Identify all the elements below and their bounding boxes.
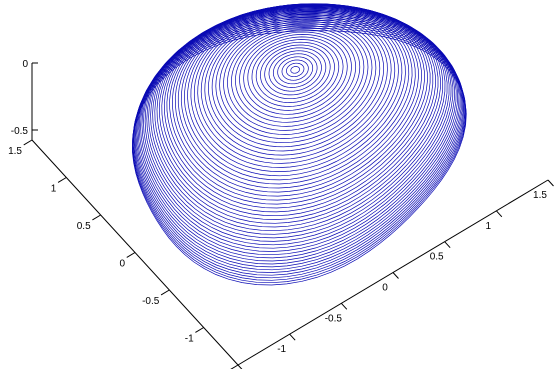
contour-level <box>264 47 327 96</box>
contour-level <box>144 6 452 242</box>
contour-level <box>290 66 300 74</box>
y-tick-mark <box>126 252 136 258</box>
x-tick-mark <box>340 302 348 310</box>
contour-level <box>187 7 406 177</box>
x-tick-label: 1.5 <box>533 190 547 201</box>
contour-level <box>281 59 309 81</box>
contour-lines <box>132 3 467 286</box>
y-tick-mark <box>160 289 170 296</box>
contour-level <box>132 21 466 276</box>
x-tick-mark <box>289 333 296 341</box>
contour-level <box>134 18 464 271</box>
contour-level <box>211 17 381 148</box>
contour-level <box>219 20 373 139</box>
y-tick-mark <box>57 177 67 183</box>
contour-level <box>243 34 348 115</box>
contour-level <box>132 30 467 286</box>
y-tick-mark <box>92 214 101 221</box>
y-tick-mark <box>195 327 204 333</box>
contour-level <box>193 10 399 168</box>
contour-level <box>190 8 403 172</box>
contour-level <box>134 16 463 268</box>
contour-level <box>215 19 377 144</box>
x-tick-label: -0.5 <box>325 313 343 324</box>
contour-level <box>140 9 457 252</box>
x-tick-label: 1 <box>486 221 492 232</box>
contour-level <box>150 4 446 232</box>
tick-labels: -1.5-1-0.500.511.5-1.5-1-0.500.511.5-0.5… <box>8 59 547 355</box>
contour-level <box>141 8 455 249</box>
contour-level <box>272 53 318 88</box>
y-tick-label: 0.5 <box>77 221 91 232</box>
y-tick-label: -0.5 <box>142 296 160 307</box>
x-tick-label: 0.5 <box>430 252 444 263</box>
contour-level <box>132 28 467 284</box>
contour-level <box>184 6 410 181</box>
contour-level <box>200 12 392 160</box>
contour-level <box>133 20 465 273</box>
x-tick-mark <box>444 241 451 249</box>
contour-level <box>138 10 459 256</box>
y-tick-label: 1 <box>51 184 57 195</box>
contour-level <box>180 6 413 185</box>
x-tick-label: -1 <box>277 344 286 355</box>
x-tick-mark <box>495 210 503 218</box>
x-tick-label: 0 <box>382 283 388 294</box>
contour-level <box>247 36 344 111</box>
axes <box>23 62 554 369</box>
y-tick-label: 0 <box>119 259 125 270</box>
z-tick-label: -0.5 <box>11 126 29 137</box>
contour-level <box>251 39 340 107</box>
contour-level <box>239 31 352 119</box>
contour-level <box>146 5 450 239</box>
contour-level <box>137 12 460 259</box>
contour-level <box>143 7 454 246</box>
z-tick-label: 0 <box>22 59 28 70</box>
y-tick-label: -1 <box>185 334 194 345</box>
contour-level <box>235 29 357 123</box>
contour-level <box>277 56 314 85</box>
y-tick-mark <box>23 139 33 146</box>
y-tick-label: 1.5 <box>8 146 22 157</box>
contour-level <box>136 13 461 262</box>
x-tick-mark <box>392 272 399 279</box>
y-tick-mark <box>230 364 239 369</box>
contour-level <box>152 4 444 228</box>
contour-level <box>148 5 448 235</box>
x-tick-mark <box>547 179 554 187</box>
contour-level <box>132 23 466 279</box>
contour-level <box>135 14 462 265</box>
contour-level <box>260 44 331 100</box>
x-tick-mark <box>237 364 243 369</box>
contour-level <box>208 15 385 152</box>
contour-level <box>204 14 388 156</box>
contour-level <box>227 24 365 131</box>
contour-level <box>286 62 305 78</box>
contour-level <box>223 22 369 135</box>
contour-level <box>231 27 361 127</box>
contour-level <box>132 25 467 281</box>
contour-level <box>268 50 322 92</box>
contour-level <box>255 41 335 103</box>
contour-level <box>197 11 396 164</box>
